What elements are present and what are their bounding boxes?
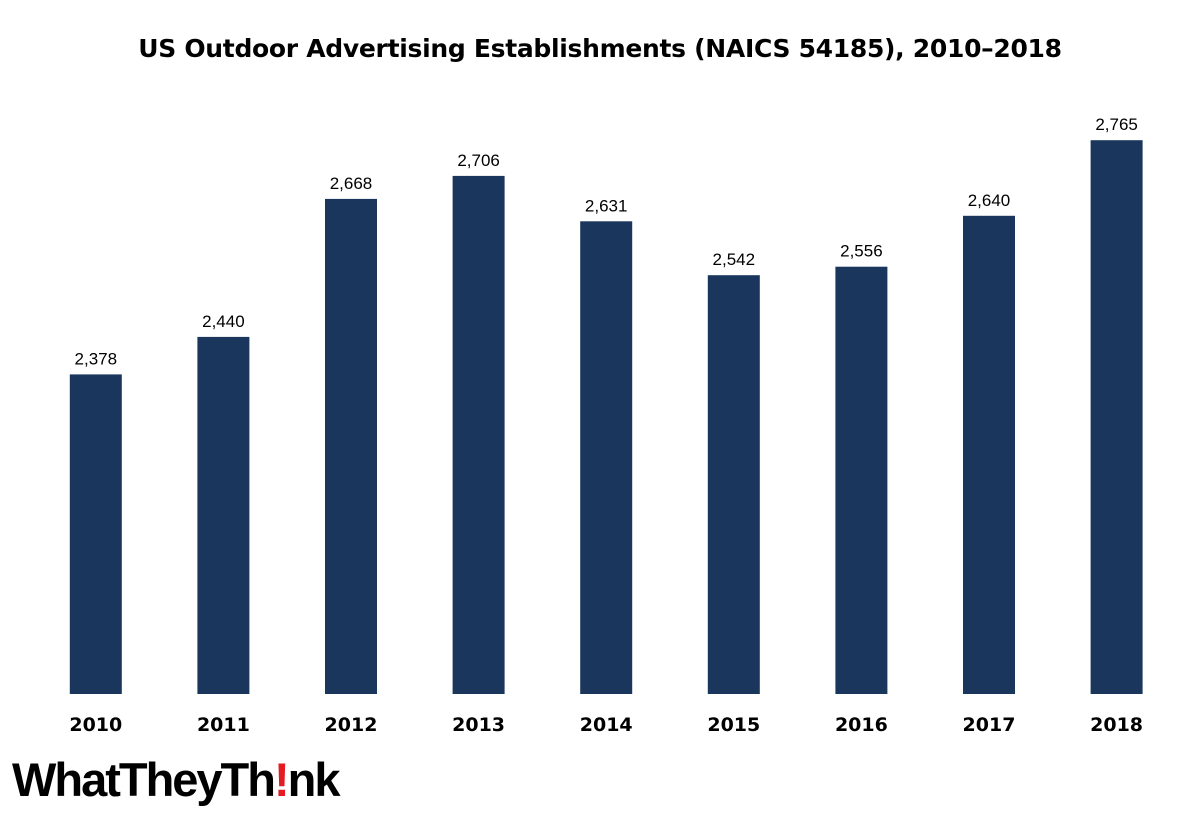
- logo-exclamation: !: [273, 753, 290, 806]
- data-label-2017: 2,640: [968, 191, 1011, 210]
- bar-2010: [69, 374, 122, 694]
- chart-title: US Outdoor Advertising Establishments (N…: [138, 34, 1062, 63]
- x-tick-label-2018: 2018: [1090, 714, 1143, 736]
- data-label-2014: 2,631: [585, 196, 628, 215]
- bar-2017: [963, 215, 1015, 695]
- data-label-2015: 2,542: [713, 250, 756, 269]
- bar-2018: [1090, 140, 1143, 694]
- data-label-2016: 2,556: [840, 242, 883, 261]
- bar-2015: [707, 275, 760, 694]
- x-tick-labels-layer: 2010 2011 2012 2013 2014 2015 2016 2017 2018: [69, 714, 1143, 736]
- x-tick-label-2014: 2014: [580, 714, 633, 736]
- x-tick-label-2017: 2017: [963, 714, 1016, 736]
- x-tick-label-2013: 2013: [452, 714, 505, 736]
- x-tick-label-2011: 2011: [197, 714, 250, 736]
- x-tick-label-2012: 2012: [325, 714, 378, 736]
- data-label-2012: 2,668: [330, 174, 373, 193]
- x-tick-label-2015: 2015: [707, 714, 760, 736]
- data-label-2011: 2,440: [202, 312, 245, 331]
- whattheythink-logo: WhatTheyTh!nk: [12, 752, 341, 812]
- logo-text-start: WhatTheyTh: [12, 753, 276, 806]
- data-label-2018: 2,765: [1095, 115, 1138, 134]
- bar-2014: [580, 221, 633, 695]
- bar-2016: [835, 266, 888, 694]
- bar-2012: [325, 198, 377, 694]
- x-tick-label-2016: 2016: [835, 714, 888, 736]
- x-tick-label-2010: 2010: [69, 714, 122, 736]
- data-label-2010: 2,378: [75, 349, 118, 368]
- bars-layer: [69, 140, 1143, 695]
- logo-text-end: nk: [287, 753, 341, 806]
- data-label-2013: 2,706: [457, 151, 500, 170]
- bar-2013: [452, 175, 505, 694]
- data-labels-layer: 2,378 2,440 2,668 2,706 2,631 2,542 2,556 2,640…: [75, 115, 1138, 368]
- bar-2011: [197, 336, 250, 694]
